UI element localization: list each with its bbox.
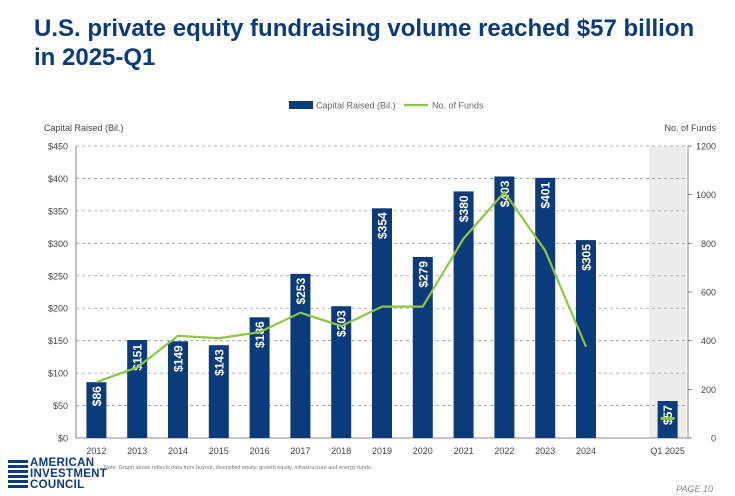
x-tick-label: 2012 [86,446,106,456]
x-tick-label: 2024 [576,446,596,456]
y-tick-right: 600 [701,288,716,298]
bar-data-label: $401 [539,181,553,208]
y-tick-right: 0 [711,434,716,444]
logo-line-2: INVESTMENT [30,468,108,480]
y-tick-right: 800 [701,239,716,249]
y-tick-right: 1200 [696,142,716,152]
bar-data-label: $253 [294,278,308,305]
x-tick-label: 2013 [127,446,147,456]
bar-data-label: $380 [457,195,471,222]
funds-line [96,191,588,384]
logo-line-1: AMERICAN [30,457,95,469]
bar [535,177,556,438]
bar-data-label: $143 [212,349,226,376]
legend-bar-swatch [289,101,313,109]
bar [208,345,229,438]
bar-data-label: $203 [335,310,349,337]
y-tick-right: 400 [701,336,716,346]
y-tick-left: $200 [48,304,68,314]
y-tick-right: 200 [701,385,716,395]
bar [494,176,515,438]
x-tick-label: 2023 [535,446,555,456]
y-tick-right: 1000 [696,190,716,200]
x-tick-label: 2018 [331,446,351,456]
bar [249,317,270,438]
flag-icon [8,460,28,490]
y-tick-left: $100 [48,369,68,379]
y-tick-left: $50 [53,401,68,411]
bar [372,208,392,438]
legend-line-label: No. of Funds [432,101,484,111]
y-tick-left: $0 [58,434,68,444]
bar-data-label: $57 [661,405,675,425]
bar [576,240,596,438]
y-tick-left: $400 [48,174,68,184]
logo-line-3: COUNCIL [30,479,85,491]
bar [168,341,188,438]
footnote: Note: Graph above reflects data from buy… [104,465,373,471]
bar [331,306,352,438]
x-tick-label: 2015 [209,446,229,456]
page-number: PAGE 10 [676,484,713,494]
bar-data-label: $86 [90,386,104,406]
bar-data-label: $305 [580,244,594,271]
y-tick-left: $350 [48,206,68,216]
page-title: U.S. private equity fundraising volume r… [34,15,695,71]
x-tick-label: 2019 [372,446,392,456]
x-tick-label: 2022 [494,446,514,456]
legend-bar-label: Capital Raised (Bil.) [316,101,396,111]
bar [453,191,474,438]
y-tick-left: $450 [48,142,68,152]
bar [412,256,433,438]
bar-data-label: $186 [253,321,267,348]
bar-data-label: $354 [376,212,390,239]
bar-data-label: $279 [416,261,430,288]
y-tick-left: $300 [48,239,68,249]
y-axis-left-title: Capital Raised (Bil.) [44,123,124,133]
bar-data-label: $149 [172,345,186,372]
y-axis-right-title: No. of Funds [664,123,716,133]
y-tick-left: $150 [48,336,68,346]
bar [86,382,107,438]
x-tick-label: 2020 [413,446,433,456]
y-tick-left: $250 [48,271,68,281]
highlight-band [649,146,686,438]
x-tick-label: Q1 2025 [650,446,685,456]
x-tick-label: 2014 [168,446,188,456]
x-tick-label: 2021 [454,446,474,456]
x-tick-label: 2017 [290,446,310,456]
x-tick-label: 2016 [250,446,270,456]
